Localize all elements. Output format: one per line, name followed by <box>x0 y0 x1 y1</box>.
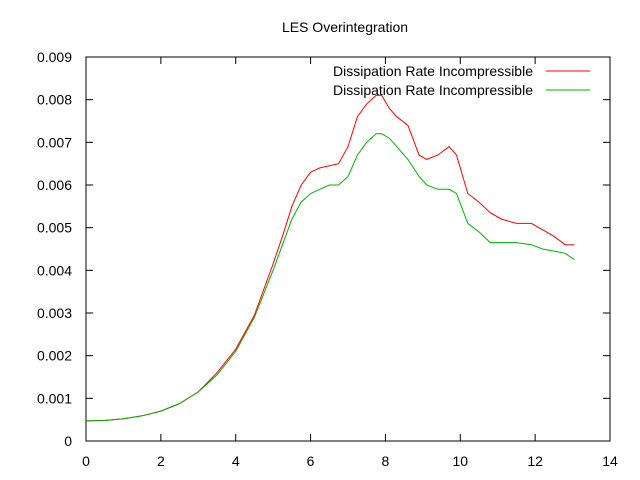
series-lines <box>85 94 575 422</box>
x-tick-label: 6 <box>307 453 315 469</box>
y-tick-label: 0.003 <box>37 305 72 321</box>
x-tick-label: 10 <box>452 453 468 469</box>
chart-title: LES Overintegration <box>282 19 408 35</box>
x-tick-label: 0 <box>82 453 90 469</box>
x-tick-label: 8 <box>382 453 390 469</box>
x-tick-label: 2 <box>157 453 165 469</box>
y-tick-label: 0.004 <box>37 262 72 278</box>
y-tick-label: 0 <box>64 433 72 449</box>
y-tick-label: 0.009 <box>37 49 72 65</box>
axis-ticks: 0 2 4 6 8 10 12 14 0 0.001 0.002 0.003 0.004 0.005 0.0… <box>37 49 618 469</box>
y-tick-label: 0.008 <box>37 92 72 108</box>
series-line-2 <box>85 133 575 422</box>
series-line-1 <box>85 94 575 422</box>
y-tick-label: 0.007 <box>37 134 72 150</box>
legend-label-1: Dissipation Rate Incompressible <box>333 63 533 79</box>
y-tick-label: 0.006 <box>37 177 72 193</box>
x-tick-label: 14 <box>602 453 618 469</box>
y-tick-label: 0.002 <box>37 348 72 364</box>
legend-label-2: Dissipation Rate Incompressible <box>333 82 533 98</box>
y-tick-label: 0.001 <box>37 390 72 406</box>
y-tick-label: 0.005 <box>37 220 72 236</box>
legend: Dissipation Rate Incompressible Dissipati… <box>333 63 590 98</box>
x-tick-label: 12 <box>527 453 543 469</box>
plot-frame <box>85 56 611 442</box>
x-tick-label: 4 <box>232 453 240 469</box>
